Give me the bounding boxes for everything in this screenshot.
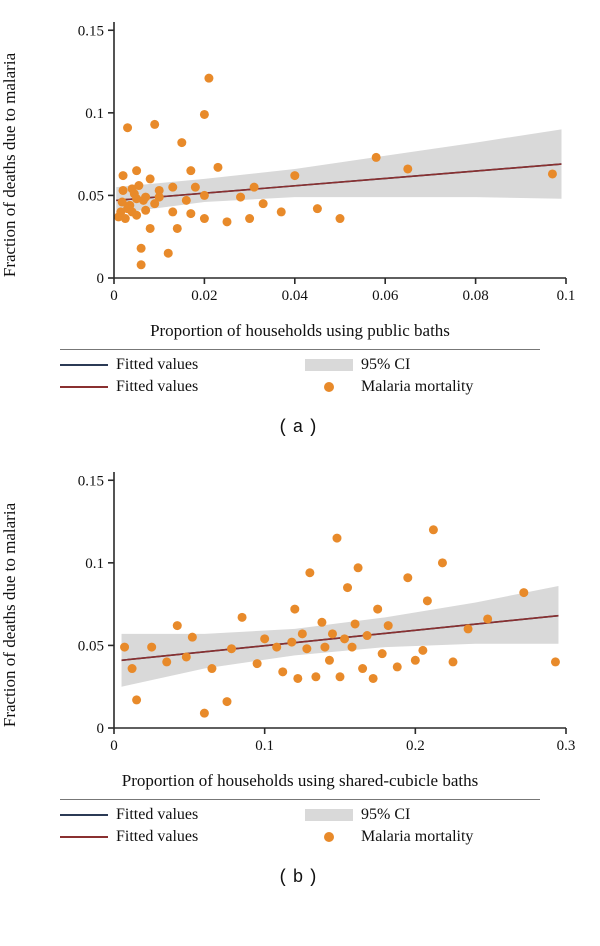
plot-a-wrap: Fraction of deaths due to malaria 00.020… [20,12,580,317]
svg-text:0: 0 [110,738,118,754]
band-swatch [305,809,353,821]
legend-ci: 95% CI [305,356,540,374]
xlabel-b: Proportion of households using shared-cu… [20,771,580,791]
legend-ci: 95% CI [305,806,540,824]
svg-text:0.1: 0.1 [557,288,576,304]
svg-text:0: 0 [97,271,105,287]
svg-text:0.02: 0.02 [191,288,217,304]
legend-label: Fitted values [116,806,198,824]
plot-b-wrap: Fraction of deaths due to malaria 00.10.… [20,462,580,767]
legend-fitted-navy: Fitted values [60,806,295,824]
line-swatch-navy [60,814,108,816]
dot-swatch [305,832,353,842]
svg-text:0.3: 0.3 [557,738,576,754]
svg-text:0.05: 0.05 [78,188,104,204]
legend-label: 95% CI [361,356,410,374]
legend-label: Malaria mortality [361,378,473,396]
svg-text:0.08: 0.08 [462,288,488,304]
line-swatch-maroon [60,386,108,388]
svg-text:0.04: 0.04 [282,288,309,304]
ylabel-b: Fraction of deaths due to malaria [0,502,20,726]
legend-fitted-navy: Fitted values [60,356,295,374]
legend-label: Fitted values [116,378,198,396]
svg-text:0: 0 [110,288,118,304]
svg-text:0.1: 0.1 [85,106,104,122]
svg-text:0.15: 0.15 [78,473,104,489]
svg-text:0.06: 0.06 [372,288,399,304]
legend-fitted-maroon: Fitted values [60,828,295,846]
svg-text:0.1: 0.1 [255,738,274,754]
svg-text:0: 0 [97,721,105,737]
svg-text:0.1: 0.1 [85,556,104,572]
legend-scatter: Malaria mortality [305,828,540,846]
xlabel-a: Proportion of households using public ba… [20,321,580,341]
legend-label: Malaria mortality [361,828,473,846]
svg-text:0.2: 0.2 [406,738,425,754]
panel-b: Fraction of deaths due to malaria 00.10.… [20,462,580,888]
svg-text:0.15: 0.15 [78,23,104,39]
legend-b: Fitted values 95% CI Fitted values Malar… [60,799,540,846]
line-swatch-maroon [60,836,108,838]
legend-fitted-maroon: Fitted values [60,378,295,396]
legend-label: 95% CI [361,806,410,824]
legend-label: Fitted values [116,828,198,846]
sublabel-a: (a) [20,418,580,438]
panel-a: Fraction of deaths due to malaria 00.020… [20,12,580,438]
legend-label: Fitted values [116,356,198,374]
svg-text:0.05: 0.05 [78,638,104,654]
band-swatch [305,359,353,371]
legend-scatter: Malaria mortality [305,378,540,396]
sublabel-b: (b) [20,868,580,888]
dot-swatch [305,382,353,392]
legend-a: Fitted values 95% CI Fitted values Malar… [60,349,540,396]
line-swatch-navy [60,364,108,366]
scatter-plot-a: 0 0.02 0.04 0.06 0.08 0.1 0 0.05 0.1 0.15 [58,12,578,312]
ylabel-a: Fraction of deaths due to malaria [0,52,20,276]
scatter-plot-b: 0 0.1 0.2 0.3 0 0.05 0.1 0.15 [58,462,578,762]
